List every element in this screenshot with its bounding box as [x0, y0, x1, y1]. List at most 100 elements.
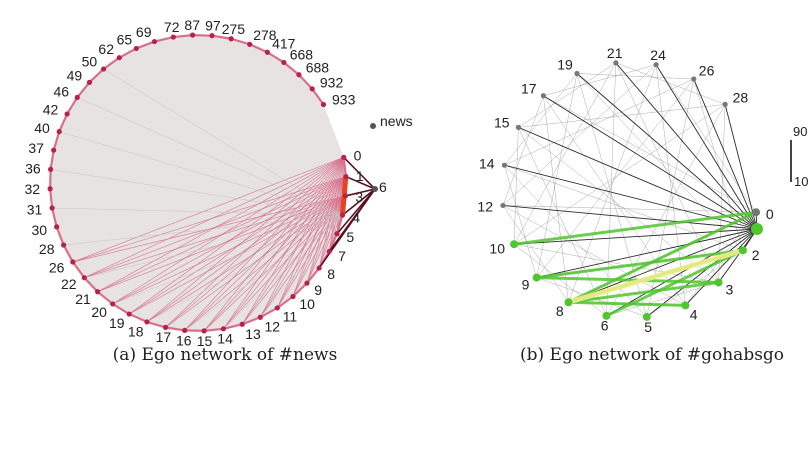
gohabsgo-node — [653, 62, 659, 68]
news-node-label: 69 — [136, 24, 152, 40]
news-ring-edge — [62, 244, 74, 263]
news-node-label: 5 — [346, 229, 354, 245]
news-ring-edge — [76, 81, 91, 99]
gohabsgo-edge — [502, 64, 657, 206]
gohabsgo-node-label: 26 — [699, 62, 715, 78]
news-ring-edge — [283, 61, 300, 76]
gohabsgo-edge — [502, 95, 544, 206]
gohabsgo-node-label: 14 — [479, 155, 495, 171]
gohabsgo-edge — [536, 78, 694, 278]
news-ring-edge — [203, 327, 224, 332]
gohabsgo-edge — [568, 64, 657, 303]
news-node — [228, 36, 234, 42]
news-edge — [129, 195, 346, 315]
news-node — [182, 327, 188, 334]
news-node-label: 0 — [354, 148, 362, 164]
news-node-label: 12 — [265, 318, 281, 334]
news-node-label: 19 — [109, 315, 125, 331]
news-node-label: 49 — [67, 68, 83, 84]
gohabsgo-node-label: 5 — [644, 319, 652, 335]
gohabsgo-edge — [615, 62, 758, 230]
news-edge — [165, 176, 347, 328]
news-node — [209, 33, 215, 39]
news-edge — [112, 176, 347, 305]
news-edge — [146, 195, 346, 323]
gohabsgo-node — [501, 162, 508, 168]
gohabsgo-node-label: 4 — [690, 306, 698, 322]
gohabsgo-edge — [513, 127, 519, 245]
news-node-label: 933 — [332, 91, 356, 107]
gohabsgo-node-label: 28 — [733, 90, 749, 106]
news-edge — [223, 157, 345, 330]
gohabsgo-node-label: 10 — [794, 174, 808, 189]
news-node — [320, 101, 327, 108]
news-ring-edge — [154, 36, 174, 43]
gohabsgo-edge — [518, 62, 616, 128]
gohabsgo-edge — [655, 64, 758, 230]
news-ring-edge — [311, 88, 325, 106]
news-node — [247, 41, 253, 47]
news-node-label: 4 — [352, 209, 360, 225]
news-edge — [260, 214, 343, 318]
gohabsgo-edge — [504, 165, 647, 318]
news-node — [170, 34, 176, 40]
gohabsgo-edge — [655, 64, 686, 306]
news-node — [201, 328, 207, 334]
gohabsgo-edge — [543, 95, 569, 303]
gohabsgo-node-label: 19 — [557, 56, 573, 72]
news-node-label: 32 — [25, 181, 41, 197]
gohabsgo-strong-edge — [536, 276, 719, 284]
news-node-outlier — [372, 186, 378, 192]
gohabsgo-edge — [536, 73, 578, 278]
news-edge — [146, 176, 347, 323]
news-ring-edge — [128, 313, 148, 323]
gohabsgo-node — [642, 312, 651, 321]
gohabsgo-node-label: 17 — [521, 80, 537, 96]
news-ring-edge — [88, 68, 105, 84]
news-node — [162, 324, 169, 330]
news-node — [296, 72, 302, 78]
news-node-label: 46 — [54, 84, 70, 100]
news-node — [70, 259, 76, 265]
gohabsgo-node — [532, 273, 541, 282]
news-node-label: 688 — [306, 59, 330, 75]
gohabsgo-edge — [513, 62, 617, 245]
gohabsgo-edge — [502, 205, 686, 306]
gohabsgo-edge — [536, 228, 758, 279]
gohabsgo-edge — [504, 78, 694, 166]
gohabsgo-edge — [518, 127, 607, 316]
news-node-label: 22 — [61, 276, 77, 292]
news-node — [56, 129, 62, 135]
gohabsgo-strong-edge — [513, 210, 757, 246]
news-node-label: 65 — [117, 31, 133, 47]
news-ring-edge — [135, 40, 155, 50]
gohabsgo-node — [613, 60, 619, 66]
news-edge — [146, 157, 344, 323]
news-node-label: 28 — [39, 241, 55, 257]
news-node — [309, 86, 315, 92]
news-node — [95, 289, 101, 295]
gohabsgo-edge — [724, 104, 758, 230]
news-node-label: 31 — [27, 202, 43, 218]
news-strong-edge — [343, 156, 376, 190]
news-ring-edge — [118, 47, 137, 59]
news-node-label: 275 — [222, 21, 246, 37]
gohabsgo-node-label: 24 — [650, 47, 666, 63]
news-edge — [84, 195, 346, 279]
news-edge — [146, 214, 343, 323]
gohabsgo-node-label: 9 — [522, 276, 530, 292]
news-edge — [97, 156, 344, 293]
gohabsgo-edge — [518, 104, 726, 128]
gohabsgo-node-label: 15 — [494, 115, 510, 131]
news-node-label: 13 — [245, 326, 261, 342]
gohabsgo-strong-edge — [568, 300, 686, 307]
news-node-label: 15 — [197, 333, 213, 349]
news-edge — [72, 156, 344, 263]
news-edge — [72, 176, 346, 263]
news-ring-edge — [52, 131, 61, 151]
news-edge — [112, 157, 344, 305]
news-edge — [129, 157, 344, 315]
news-node-label: 62 — [98, 41, 114, 57]
news-node-label: 1 — [356, 168, 364, 184]
